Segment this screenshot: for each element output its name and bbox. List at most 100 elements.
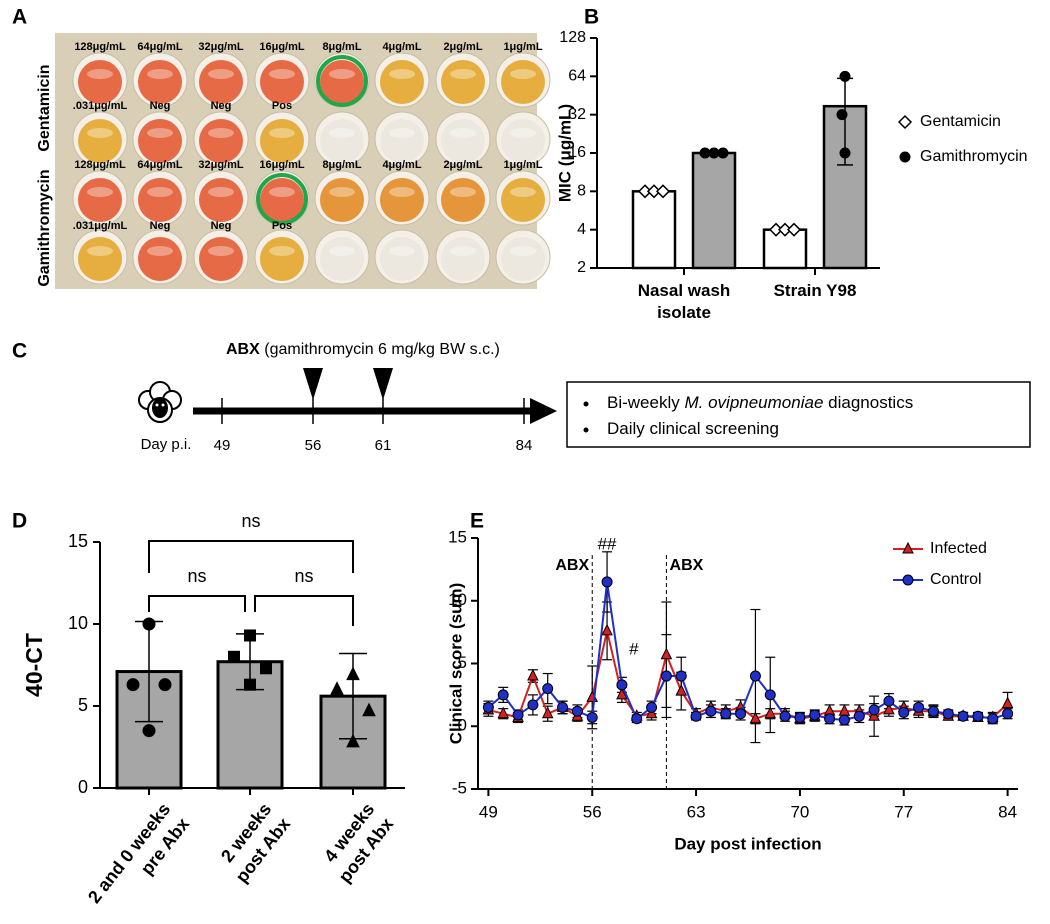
well-label: Neg [150, 100, 171, 112]
marker [838, 714, 850, 726]
well-shine [450, 69, 476, 79]
well [260, 119, 304, 163]
well [199, 119, 243, 163]
marker [601, 623, 613, 636]
marker [571, 705, 583, 717]
marker [839, 147, 851, 159]
marker [660, 647, 673, 660]
marker [927, 705, 939, 717]
y-axis-title: 40-CT [21, 633, 47, 697]
significance-label: ns [294, 566, 313, 586]
well [320, 178, 364, 222]
well-shine [450, 128, 476, 138]
significance-label: # [629, 639, 639, 658]
x-tick-label: Strain Y98 [773, 281, 857, 300]
y-axis-title: Clinical score (sum) [446, 583, 465, 745]
arrow-head [530, 398, 557, 424]
x-axis-title: Day post infection [674, 834, 821, 853]
dose-marker [303, 368, 323, 400]
well [320, 237, 364, 281]
x-tick-label: 56 [583, 802, 602, 821]
well [260, 237, 304, 281]
timeline: Day p.i. ABX (gamithromycin 6 mg/kg BW s… [138, 341, 1031, 453]
marker [655, 184, 671, 199]
legend-label: Gentamicin [920, 113, 1001, 130]
marker [330, 681, 344, 695]
marker [735, 708, 747, 720]
legend-label: Infected [930, 540, 987, 557]
marker [541, 706, 554, 719]
well [260, 178, 304, 222]
well-label: .031μg/mL [73, 220, 128, 232]
treatment-label: ABX (gamithromycin 6 mg/kg BW s.c.) [226, 341, 500, 358]
y-tick-label: 0 [78, 777, 88, 797]
y-tick-label: 5 [78, 695, 88, 715]
panel-label: E [470, 510, 484, 533]
well-label: 2μg/mL [443, 159, 482, 171]
well [138, 60, 182, 104]
y-tick-label: 64 [568, 68, 586, 85]
y-tick-label: 8 [577, 183, 586, 200]
x-tick-label: 63 [687, 802, 706, 821]
well [441, 119, 485, 163]
treatment-detail: (gamithromycin 6 mg/kg BW s.c.) [264, 341, 500, 358]
panel-label: A [12, 6, 27, 29]
bullet [583, 401, 589, 407]
abx-label: ABX [555, 557, 589, 574]
row-label: Gamithromycin [36, 169, 53, 286]
well [199, 60, 243, 104]
well-shine [87, 187, 113, 197]
marker [883, 702, 895, 715]
marker [586, 711, 598, 723]
marker [1002, 708, 1014, 720]
y-tick-label: 2 [577, 259, 586, 276]
well [260, 60, 304, 104]
marker [972, 710, 984, 722]
marker [244, 678, 256, 691]
marker [557, 701, 569, 713]
well-shine [329, 246, 355, 256]
well-label: 4μg/mL [382, 159, 421, 171]
well-shine [208, 128, 234, 138]
well-label: 32μg/mL [198, 159, 244, 171]
marker [675, 683, 688, 696]
well [380, 178, 424, 222]
marker [749, 670, 761, 682]
significance-bracket [148, 540, 354, 573]
well-shine [208, 246, 234, 256]
marker [899, 151, 911, 163]
marker [868, 704, 880, 716]
marker [957, 710, 969, 722]
x-tick-label: 84 [998, 802, 1017, 821]
marker [646, 701, 658, 713]
well-shine [329, 128, 355, 138]
well-shine [510, 187, 536, 197]
well [138, 178, 182, 222]
y-tick-label: -5 [452, 778, 467, 797]
well-label: 32μg/mL [198, 41, 244, 53]
well [138, 237, 182, 281]
marker [853, 710, 865, 722]
marker [836, 109, 848, 121]
marker [601, 576, 613, 588]
timeline-tick-label: 56 [305, 437, 322, 454]
row-label: Gentamicin [36, 64, 53, 151]
y-axis-title: MIC (μg/mL) [555, 104, 574, 202]
marker [512, 709, 524, 721]
well-shine [329, 69, 355, 79]
marker [839, 70, 851, 82]
well-shine [147, 187, 173, 197]
wells: 128μg/mL 64μg/mL 32μg/mL 16μg/mL 8μg/mL 4μg/m… [72, 41, 551, 285]
marker [482, 701, 494, 713]
marker [260, 662, 272, 675]
y-tick-label: 10 [68, 613, 88, 633]
y-tick-label: 5 [458, 653, 467, 672]
x-tick-label: 70 [790, 802, 809, 821]
well-shine [208, 187, 234, 197]
well [441, 237, 485, 281]
well-label: .031μg/mL [73, 100, 128, 112]
well-label: 16μg/mL [259, 159, 305, 171]
marker [158, 678, 172, 692]
